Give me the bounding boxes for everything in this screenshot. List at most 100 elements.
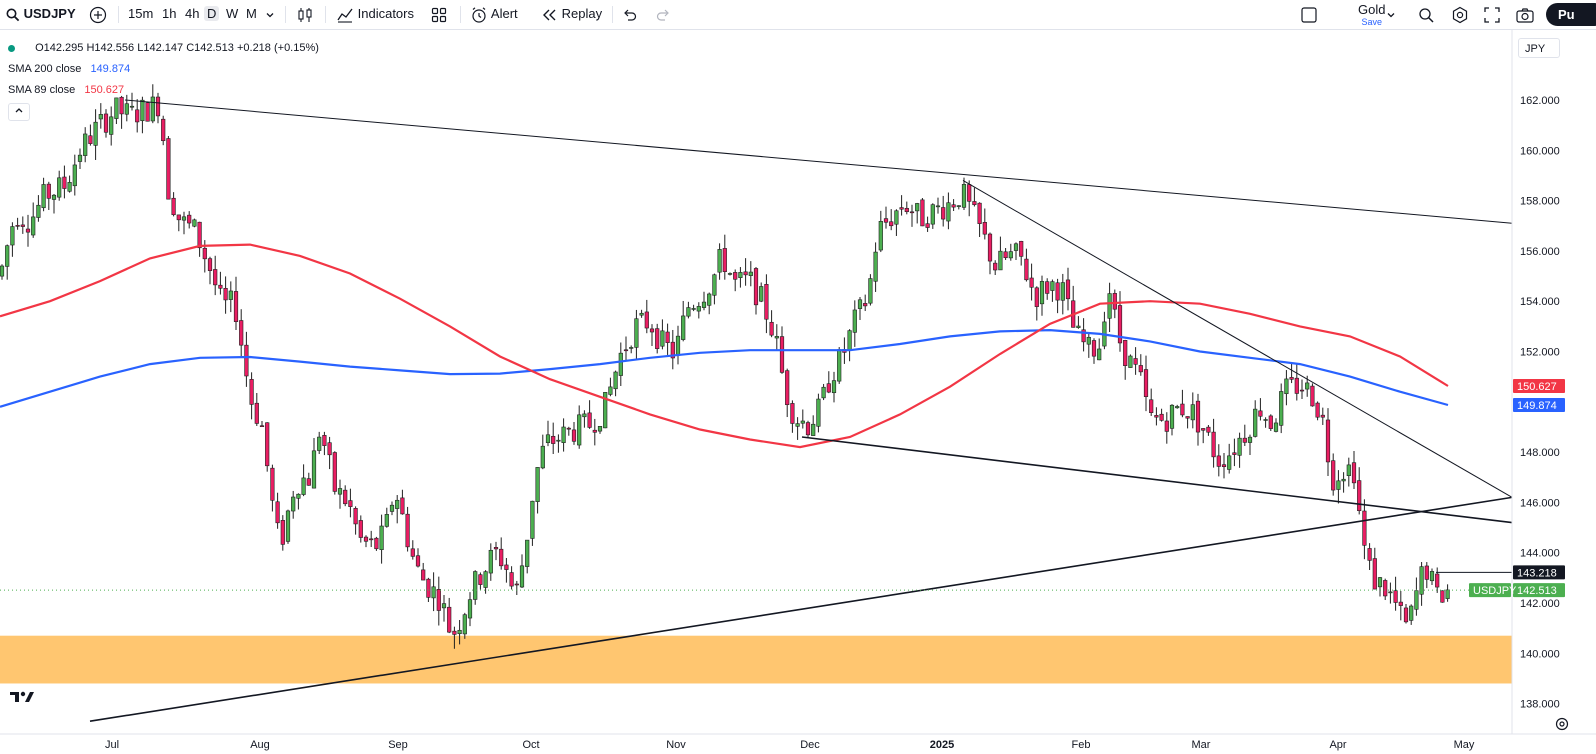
candle — [748, 261, 753, 287]
trendline[interactable] — [801, 436, 1513, 524]
timeframe-1h[interactable]: 1h — [162, 0, 176, 28]
alarm-clock-icon — [472, 6, 486, 23]
candle — [509, 566, 514, 590]
undo-button[interactable] — [622, 0, 638, 28]
timeframe-4h[interactable]: 4h — [185, 0, 199, 28]
candle — [135, 99, 140, 133]
trendline[interactable] — [89, 496, 1513, 722]
timeframe-dropdown[interactable] — [265, 0, 275, 28]
candle — [571, 422, 577, 445]
candle — [1237, 432, 1242, 468]
publish-button[interactable]: Pu — [1546, 3, 1596, 26]
time-tick-label: 2025 — [930, 739, 954, 751]
candle — [608, 377, 613, 397]
layout-name[interactable]: Gold Save — [1358, 3, 1385, 28]
sma200-row[interactable]: SMA 200 close 149.874 — [8, 59, 319, 80]
candle — [1284, 370, 1289, 406]
candle — [753, 267, 759, 315]
moving-averages — [0, 243, 1449, 449]
time-tick-label: May — [1454, 739, 1475, 751]
time-tick-label: Oct — [522, 739, 539, 751]
candle — [322, 431, 327, 456]
candle — [161, 115, 166, 146]
candle — [701, 291, 707, 311]
candle — [1216, 444, 1221, 477]
indicators-button[interactable]: Indicators — [336, 0, 414, 28]
low-value: L142.147 — [137, 42, 184, 54]
trendlines[interactable] — [89, 99, 1513, 722]
candle — [1107, 282, 1112, 332]
alert-button[interactable]: Alert — [470, 0, 518, 28]
candle — [1294, 363, 1299, 401]
candle — [119, 95, 124, 129]
candle — [686, 301, 691, 319]
candle — [1003, 248, 1008, 260]
timeframe-m[interactable]: M — [246, 0, 257, 28]
candle — [306, 472, 311, 486]
replay-button[interactable]: Replay — [540, 0, 602, 28]
snapshot-button[interactable] — [1515, 0, 1535, 28]
candle — [1279, 383, 1284, 434]
chevron-down-icon — [1387, 12, 1395, 17]
square-icon — [1301, 6, 1317, 23]
candle — [987, 232, 993, 275]
templates-button[interactable] — [430, 0, 448, 28]
candle — [327, 436, 332, 470]
candle — [358, 515, 363, 543]
candle — [1440, 590, 1445, 603]
candle — [213, 255, 218, 296]
candle — [192, 218, 197, 228]
candle — [1154, 407, 1159, 426]
candle — [805, 420, 811, 438]
candle — [941, 195, 946, 227]
timeframe-d[interactable]: D — [204, 0, 220, 28]
candle — [1263, 417, 1268, 428]
timeframe-15m[interactable]: 15m — [128, 0, 153, 28]
symbol-search[interactable]: USDJPY — [6, 0, 76, 28]
candle — [852, 300, 857, 347]
gear-icon — [1452, 6, 1468, 23]
candle — [1424, 562, 1429, 589]
candle — [1019, 240, 1024, 266]
candle — [436, 576, 441, 626]
trendline[interactable] — [124, 99, 1513, 224]
timeframe-w[interactable]: W — [226, 0, 238, 28]
candle — [525, 539, 530, 574]
sma89-row[interactable]: SMA 89 close 150.627 — [8, 80, 319, 101]
candle — [51, 193, 57, 214]
currency-button[interactable]: JPY — [1518, 38, 1560, 58]
candle — [187, 211, 192, 229]
candle — [660, 319, 665, 350]
chart-type-button[interactable] — [296, 0, 314, 28]
price-chart[interactable]: 162.000 160.000 158.000 156.000 154.000 152.0… — [0, 30, 1596, 754]
change-value: +0.218 (+0.15%) — [236, 42, 319, 54]
settings-button[interactable] — [1451, 0, 1469, 28]
layout-toggle[interactable] — [1300, 0, 1318, 28]
trendline[interactable] — [962, 180, 1513, 498]
redo-button[interactable] — [655, 0, 671, 28]
time-axis[interactable]: Jul Aug Sep Oct Nov Dec 2025 Feb Mar Apr May — [105, 739, 1475, 751]
redo-icon — [656, 9, 669, 21]
candle — [863, 294, 868, 312]
candle — [811, 415, 816, 436]
time-tick-label: Aug — [250, 739, 270, 751]
collapse-legend-button[interactable] — [8, 103, 30, 121]
layout-dropdown[interactable] — [1386, 0, 1396, 28]
candle — [1414, 577, 1419, 616]
fullscreen-button[interactable] — [1483, 0, 1501, 28]
time-settings-button[interactable] — [1555, 717, 1569, 731]
candle — [343, 485, 348, 507]
quick-search-button[interactable] — [1417, 0, 1435, 28]
candle — [270, 464, 275, 512]
candle — [785, 368, 790, 418]
candle — [1138, 354, 1143, 376]
candle — [57, 170, 62, 201]
candle — [665, 323, 670, 355]
price-tick-label: 160.000 — [1520, 145, 1560, 157]
candle — [1232, 438, 1237, 467]
candle — [114, 97, 119, 125]
candle — [733, 269, 738, 292]
candle — [1268, 414, 1273, 431]
add-circle-icon — [89, 6, 107, 23]
compare-symbol-button[interactable] — [89, 0, 107, 28]
